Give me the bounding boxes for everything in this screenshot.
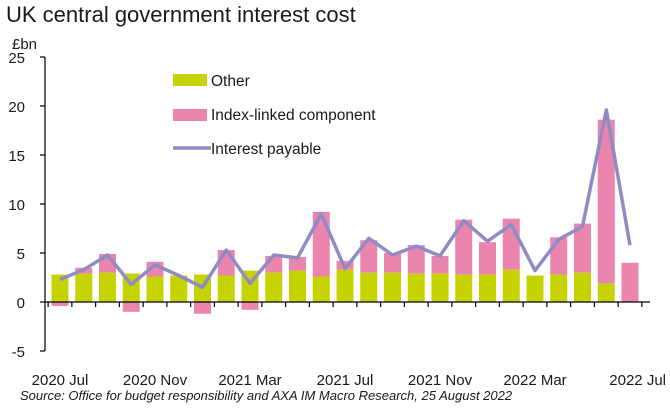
bar-index-linked: [312, 211, 330, 277]
bar-other: [574, 272, 591, 302]
bar-other: [99, 272, 116, 302]
bar-other: [51, 274, 69, 302]
y-tick-label: 0: [17, 295, 25, 312]
bar-other: [360, 272, 378, 302]
bar-other: [550, 274, 568, 302]
chart-title: UK central government interest cost: [6, 2, 356, 27]
source-note: Source: Office for budget responsibility…: [20, 388, 513, 403]
x-tick-label: 2022 Mar: [503, 372, 566, 389]
bar-index-linked: [122, 302, 140, 312]
chart-line: [59, 108, 632, 290]
bar-other: [146, 276, 164, 302]
bar-index-linked: [431, 255, 449, 274]
bar-other: [597, 283, 615, 302]
y-tick-label: 15: [8, 148, 25, 165]
y-tick-label: 5: [17, 246, 25, 263]
bar-other: [526, 275, 544, 302]
y-axis-label: £bn: [12, 36, 37, 53]
bar-other: [312, 276, 330, 302]
bar-index-linked: [479, 242, 496, 275]
chart-axes: [40, 56, 650, 352]
bar-other: [502, 269, 520, 302]
chart-bars: [51, 119, 639, 314]
x-tick-label: 2021 Mar: [218, 372, 281, 389]
bar-other: [170, 275, 188, 302]
legend-label: Other: [211, 73, 250, 90]
x-tick-label: 2021 Jul: [317, 372, 374, 389]
chart-ticks: -5 0 5 10 15 20 25£bn 2020 Jul 2020 Nov 2021 Mar 2…: [8, 36, 666, 389]
bar-other: [75, 273, 93, 302]
bar-other: [217, 275, 235, 302]
bar-index-linked: [455, 219, 473, 275]
bar-index-linked: [194, 302, 211, 314]
y-tick-label: 20: [8, 99, 25, 116]
bar-index-linked: [217, 250, 235, 276]
bar-other: [407, 273, 425, 302]
bar-index-linked: [597, 119, 615, 284]
y-tick-label: 10: [8, 197, 25, 214]
bar-index-linked: [574, 223, 591, 273]
bar-other: [479, 274, 496, 302]
x-tick-label: 2022 Jul: [609, 372, 666, 389]
bar-index-linked: [407, 245, 425, 274]
bar-other: [265, 272, 283, 302]
chart-legend: Other Index-linked component Interest paya…: [173, 73, 376, 158]
bar-index-linked: [241, 302, 259, 310]
x-tick-label: 2020 Nov: [123, 372, 188, 389]
legend-label: Index-linked component: [211, 107, 376, 124]
y-tick-label: -5: [12, 344, 25, 361]
bar-index-linked: [360, 240, 378, 273]
bar-index-linked: [51, 302, 69, 306]
bar-other: [336, 269, 354, 302]
bar-index-linked: [550, 237, 568, 275]
bar-other: [289, 270, 306, 302]
x-tick-label: 2020 Jul: [32, 372, 89, 389]
bar-index-linked: [384, 253, 401, 273]
bar-index-linked: [621, 262, 639, 302]
bar-other: [431, 273, 449, 302]
x-tick-label: 2021 Nov: [408, 372, 473, 389]
bar-index-linked: [289, 256, 306, 271]
bar-other: [384, 272, 401, 302]
y-tick-label: 25: [8, 50, 25, 67]
legend-label: Interest payable: [211, 141, 321, 158]
bar-other: [455, 274, 473, 302]
legend-swatch-other: [173, 74, 207, 86]
series-line-interest-payable: [59, 108, 632, 290]
legend-swatch-index-linked: [173, 109, 207, 121]
